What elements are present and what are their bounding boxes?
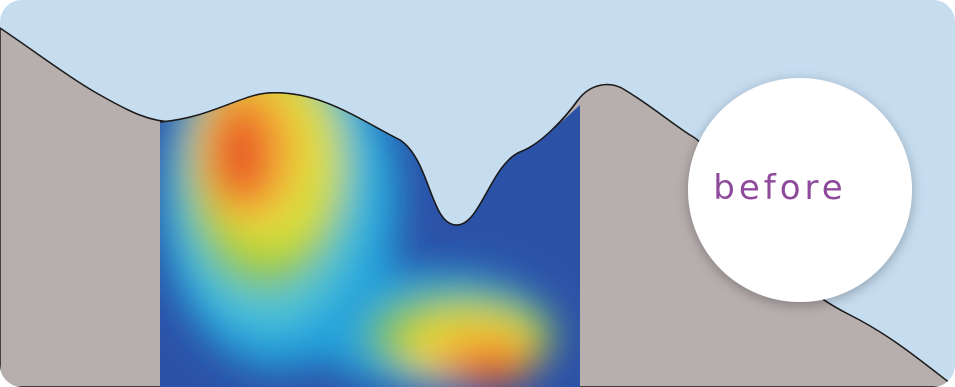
surface-line <box>159 92 579 226</box>
badge-label: before <box>713 168 847 208</box>
contour-field <box>160 92 580 387</box>
badge-circle <box>688 78 912 302</box>
